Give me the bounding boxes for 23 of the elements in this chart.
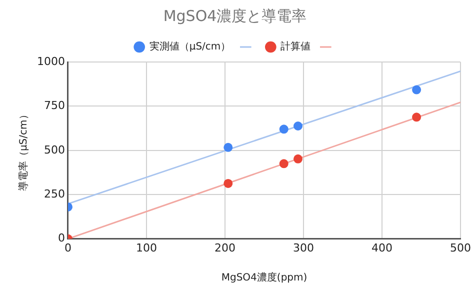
x-tick-label: 500 xyxy=(450,241,471,254)
y-axis-title: 導電率（μS/cm） xyxy=(18,110,30,192)
y-tick-label: 0 xyxy=(58,232,65,245)
chart-title: MgSO4濃度と導電率 xyxy=(163,6,307,25)
x-tick-label: 300 xyxy=(293,241,314,254)
point xyxy=(294,154,303,164)
y-tick-label: 500 xyxy=(44,143,65,156)
x-axis-title: MgSO4濃度(ppm) xyxy=(221,272,308,284)
legend-label: 計算値 xyxy=(280,40,311,53)
x-tick-label: 400 xyxy=(372,241,392,254)
y-tick-label: 1000 xyxy=(36,54,65,68)
y-tick-label: 250 xyxy=(44,187,65,200)
legend-label: 実測値（μS/cm） xyxy=(149,40,231,53)
point xyxy=(224,178,233,188)
y-tick-label: 750 xyxy=(44,99,65,112)
point xyxy=(412,85,422,94)
point xyxy=(224,142,233,152)
point xyxy=(279,159,288,168)
point xyxy=(412,112,422,122)
point xyxy=(294,122,303,130)
x-tick-label: 100 xyxy=(136,241,157,254)
point xyxy=(279,124,288,134)
x-tick-label: 200 xyxy=(214,241,236,254)
